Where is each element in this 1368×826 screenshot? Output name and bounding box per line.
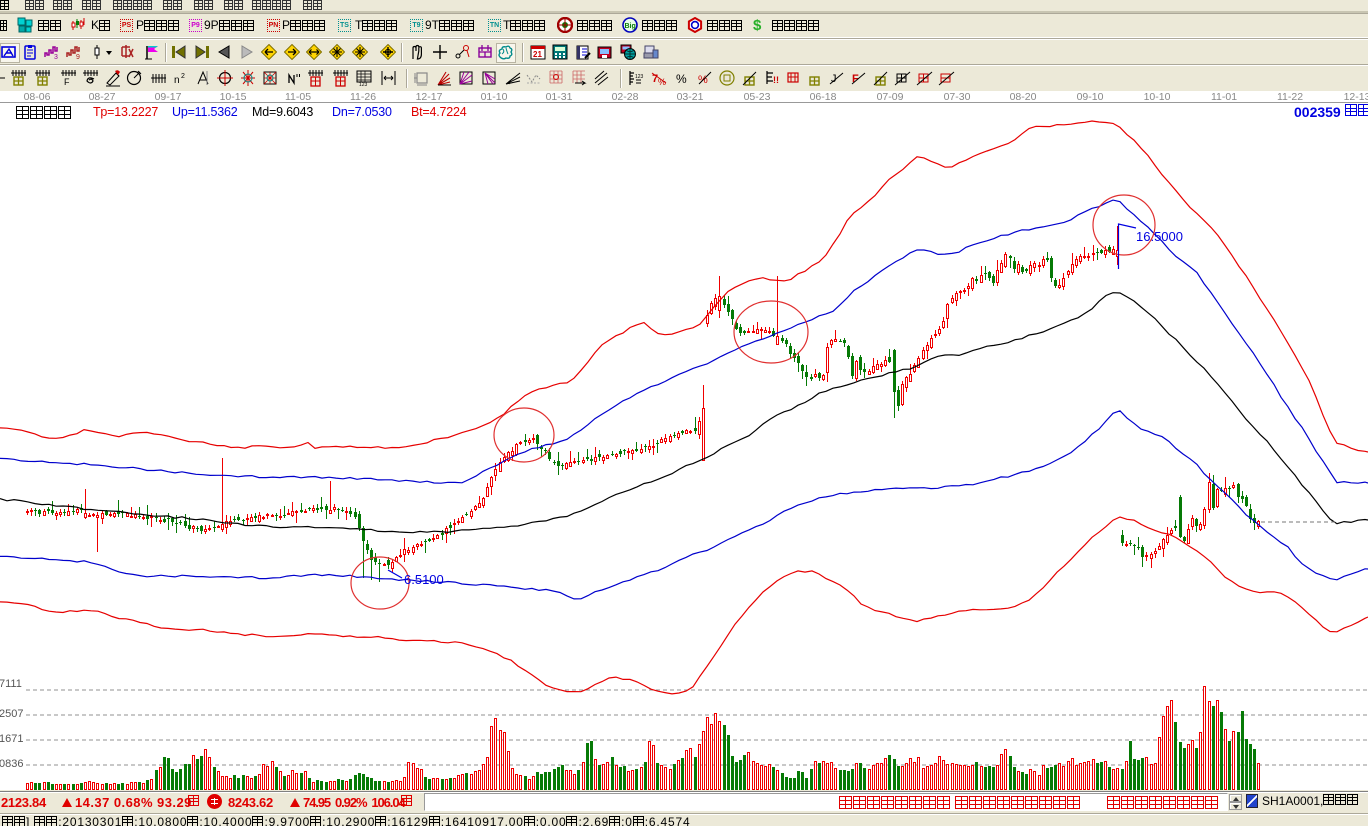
svg-text:7: 7 [652, 73, 658, 85]
svg-text:2: 2 [181, 73, 185, 80]
svg-text:1671: 1671 [0, 733, 23, 745]
svg-text:!!: !! [773, 75, 779, 85]
svg-text:9: 9 [76, 54, 80, 60]
svg-text:0836: 0836 [0, 758, 23, 770]
svg-text:F: F [852, 73, 859, 85]
svg-text:123: 123 [635, 74, 644, 80]
svg-text:%: % [658, 77, 666, 87]
svg-text:F: F [64, 77, 70, 87]
svg-text:2507: 2507 [0, 708, 23, 720]
svg-text:123: 123 [359, 82, 368, 87]
svg-text:3: 3 [54, 54, 58, 60]
svg-text:J: J [831, 73, 837, 85]
svg-text:21: 21 [533, 50, 542, 59]
svg-text:n: n [174, 75, 180, 86]
svg-text:6.5100: 6.5100 [404, 572, 444, 587]
svg-text:16.5000: 16.5000 [1136, 229, 1183, 244]
svg-text:Big: Big [625, 23, 636, 30]
svg-text:%: % [676, 72, 687, 86]
svg-text:7111: 7111 [0, 678, 22, 690]
